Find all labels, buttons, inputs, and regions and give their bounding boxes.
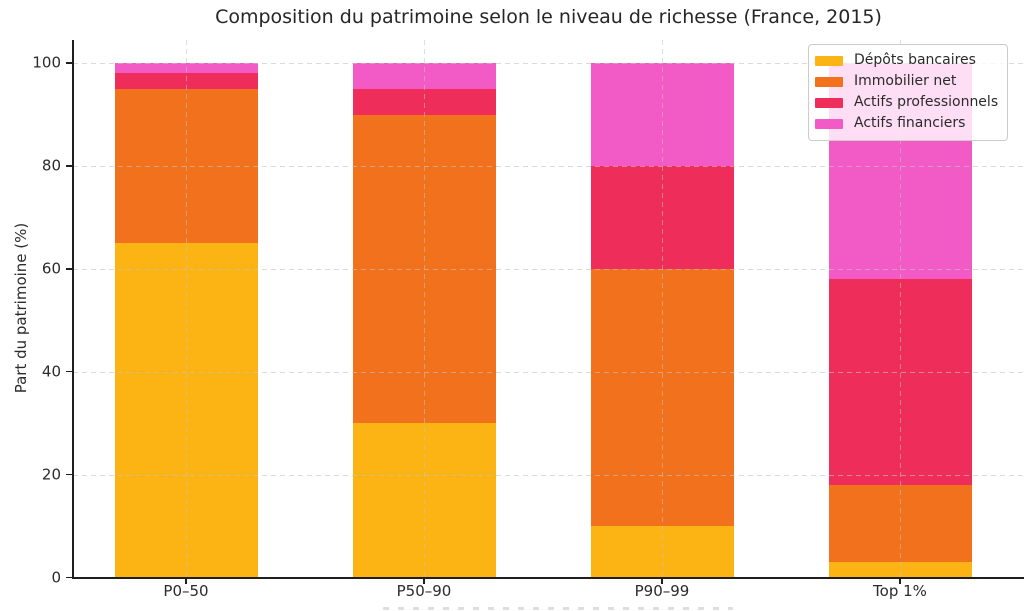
y-tick-label-80: 80 xyxy=(41,156,61,175)
gridline-y-20 xyxy=(73,474,1024,476)
gridline-x-0 xyxy=(186,40,187,578)
legend-label: Actifs financiers xyxy=(854,115,966,131)
legend-label: Dépôts bancaires xyxy=(854,52,976,68)
x-tick-mark-2 xyxy=(661,577,663,584)
x-tick-label-0: P0–50 xyxy=(163,582,209,600)
y-tick-mark-0 xyxy=(66,576,73,579)
y-tick-mark-20 xyxy=(66,473,73,476)
gridline-x-2 xyxy=(662,40,663,578)
y-tick-label-0: 0 xyxy=(51,568,61,587)
gridline-y-100 xyxy=(73,63,1024,65)
y-tick-label-60: 60 xyxy=(41,259,61,278)
gridline-y-80 xyxy=(73,166,1024,168)
legend-swatch-icon xyxy=(815,118,843,129)
legend-swatch-icon xyxy=(815,97,843,108)
y-tick-mark-100 xyxy=(66,62,73,64)
x-tick-mark-3 xyxy=(899,577,901,584)
y-tick-label-20: 20 xyxy=(41,465,61,484)
y-tick-mark-40 xyxy=(66,371,73,373)
y-axis-spine xyxy=(72,40,74,578)
x-tick-label-1: P50–90 xyxy=(396,582,452,600)
x-tick-mark-0 xyxy=(185,577,187,584)
y-tick-label-40: 40 xyxy=(41,362,61,381)
gridline-y-40 xyxy=(73,371,1024,373)
x-tick-mark-1 xyxy=(423,577,425,584)
legend-label: Actifs professionnels xyxy=(854,94,999,110)
chart-title: Composition du patrimoine selon le nivea… xyxy=(215,6,882,28)
legend-item-0: Dépôts bancaires xyxy=(815,50,999,71)
y-tick-label-100: 100 xyxy=(32,53,61,72)
legend-item-3: Actifs financiers xyxy=(815,113,999,134)
legend: Dépôts bancaires Immobilier net Actifs pro… xyxy=(808,44,1008,141)
x-tick-label-2: P90–99 xyxy=(634,582,690,600)
y-tick-mark-80 xyxy=(66,165,73,167)
legend-swatch-icon xyxy=(815,55,843,66)
legend-item-2: Actifs professionnels xyxy=(815,92,999,113)
gridline-x-3 xyxy=(900,40,901,578)
x-axis-title-clipped xyxy=(383,607,733,610)
x-axis-spine xyxy=(72,577,1024,579)
legend-swatch-icon xyxy=(815,76,843,87)
y-tick-mark-60 xyxy=(66,268,73,270)
x-tick-label-3: Top 1% xyxy=(873,582,927,600)
gridline-y-60 xyxy=(73,268,1024,270)
legend-label: Immobilier net xyxy=(854,73,957,89)
legend-item-1: Immobilier net xyxy=(815,71,999,92)
gridline-x-1 xyxy=(424,40,425,578)
